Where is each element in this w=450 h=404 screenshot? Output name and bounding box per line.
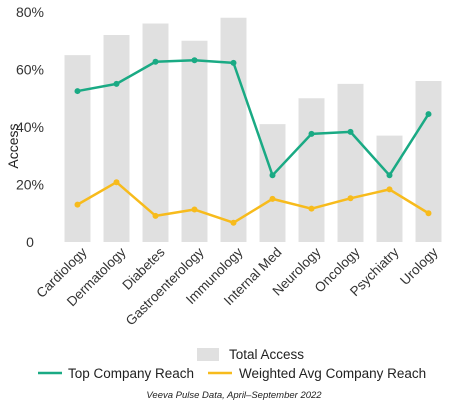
point-weighted-avg-company-reach [74,201,81,208]
point-top-company-reach [113,80,120,87]
y-tick-label: 40% [16,119,44,135]
point-weighted-avg-company-reach [386,186,393,193]
point-weighted-avg-company-reach [152,212,159,219]
legend-swatch-total-access [197,348,219,361]
y-tick-label: 20% [16,177,44,193]
point-top-company-reach [347,128,354,135]
point-weighted-avg-company-reach [230,219,237,226]
point-top-company-reach [152,58,159,65]
point-weighted-avg-company-reach [191,206,198,213]
point-weighted-avg-company-reach [113,179,120,186]
bar-total-access [220,17,247,242]
legend-label-top-company-reach: Top Company Reach [68,366,194,381]
x-axis: CardiologyDermatologyDiabetesGastroenter… [33,244,440,328]
y-tick-label: 60% [16,62,44,78]
legend: Total Access Top Company Reach Weighted … [38,347,426,381]
point-weighted-avg-company-reach [425,210,432,217]
lines-layer [74,57,432,226]
legend-label-weighted-avg-company-reach: Weighted Avg Company Reach [239,366,426,381]
legend-label-total-access: Total Access [229,347,304,362]
source-note: Veeva Pulse Data, April–September 2022 [146,390,322,401]
bar-total-access [64,55,91,242]
point-top-company-reach [74,88,81,95]
bar-total-access [298,98,325,242]
point-top-company-reach [230,59,237,66]
y-axis: 0 20% 40% 60% 80% [16,4,44,250]
line-top-company-reach [77,59,430,177]
point-top-company-reach [308,130,315,137]
bars-layer [64,17,442,242]
y-tick-label: 0 [26,234,34,250]
bar-total-access [337,83,364,242]
y-tick-label: 80% [16,4,44,20]
line-weighted-avg-company-reach [76,180,430,224]
bar-total-access [259,124,286,242]
y-axis-title: Access [5,123,21,168]
point-weighted-avg-company-reach [347,195,354,202]
bar-total-access [415,81,442,242]
point-top-company-reach [425,111,432,118]
bar-total-access [103,35,130,242]
point-top-company-reach [386,172,393,179]
point-weighted-avg-company-reach [308,205,315,212]
x-tick-label: Urology [397,244,441,288]
point-top-company-reach [269,172,276,179]
point-weighted-avg-company-reach [269,195,276,202]
point-top-company-reach [191,57,198,64]
